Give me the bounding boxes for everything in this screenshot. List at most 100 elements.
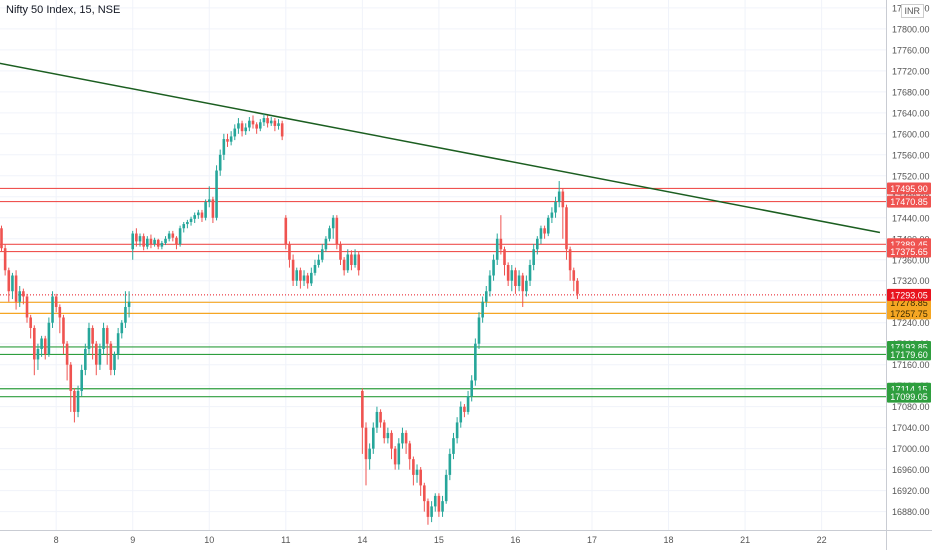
y-tick-label: 16880.00: [892, 507, 930, 517]
candle-body-29: [105, 327, 109, 344]
currency-badge[interactable]: INR: [900, 4, 924, 18]
level-label-17179.60: 17179.60: [890, 350, 928, 360]
symbol-title: Nifty 50 Index, 15, NSE: [6, 4, 121, 16]
candle-body-66: [240, 123, 244, 132]
candle-body-114: [415, 469, 419, 475]
candle-body-27: [98, 348, 102, 365]
candle-body-73: [266, 118, 269, 124]
candle-body-22: [80, 369, 83, 391]
x-tick-label: 15: [434, 535, 444, 545]
candle-body-0: [0, 228, 3, 249]
candle-body-56: [204, 202, 207, 218]
candle-body-75: [273, 120, 277, 126]
candle-body-72: [262, 118, 266, 123]
candle-body-143: [521, 275, 525, 292]
candle-body-130: [474, 343, 477, 381]
candle-body-137: [499, 238, 503, 250]
candle-body-77: [280, 123, 284, 137]
candle-body-90: [328, 228, 331, 239]
candle-body-44: [160, 242, 164, 247]
y-tick-label: 17680.00: [892, 87, 930, 97]
candle-body-135: [492, 259, 495, 276]
candle-body-7: [25, 296, 29, 318]
candle-body-21: [76, 390, 80, 412]
candle-body-32: [116, 333, 120, 355]
candle-body-16: [58, 306, 62, 318]
level-label-17278.85: 17278.85: [890, 298, 928, 308]
candle-body-62: [226, 139, 229, 142]
candle-body-45: [164, 238, 167, 243]
x-tick-label: 18: [664, 535, 674, 545]
candle-body-78: [284, 217, 288, 245]
candle-body-15: [54, 296, 58, 307]
candle-body-54: [197, 212, 200, 216]
level-label-17495.90-bg: [887, 182, 931, 195]
y-tick-label: 17640.00: [892, 108, 930, 118]
candle-body-126: [459, 406, 463, 423]
candle-body-38: [138, 236, 142, 242]
y-tick-label: 17760.00: [892, 45, 930, 55]
candle-body-101: [368, 448, 371, 460]
candle-body-82: [299, 270, 302, 281]
candle-body-127: [463, 406, 466, 412]
candle-body-30: [109, 343, 113, 370]
candle-body-134: [488, 275, 492, 292]
candle-body-99: [361, 390, 364, 428]
candle-body-129: [470, 380, 474, 397]
candle-body-151: [550, 212, 554, 218]
candle-body-57: [207, 199, 211, 203]
candle-body-96: [350, 254, 353, 265]
candle-body-28: [102, 327, 105, 349]
candle-body-25: [91, 327, 94, 344]
level-label-17257.75: 17257.75: [890, 309, 928, 319]
level-label-17375.65-bg: [887, 245, 931, 258]
candle-body-102: [371, 427, 375, 449]
candle-body-67: [244, 127, 248, 132]
candle-body-98: [357, 254, 361, 271]
y-tick-label: 17080.00: [892, 402, 930, 412]
level-label-17470.85: 17470.85: [890, 197, 928, 207]
candle-body-116: [423, 485, 426, 502]
candle-body-50: [182, 224, 186, 229]
y-tick-label: 17040.00: [892, 423, 930, 433]
candle-body-150: [546, 217, 550, 234]
candle-body-145: [528, 265, 532, 281]
candle-body-19: [69, 364, 73, 391]
candle-body-154: [561, 191, 565, 208]
level-label-17099.05-bg: [887, 390, 931, 403]
candle-body-136: [495, 238, 499, 260]
candle-body-158: [576, 280, 579, 294]
candle-body-153: [557, 191, 561, 203]
candle-body-103: [375, 411, 379, 428]
candle-body-107: [390, 432, 393, 449]
candle-body-58: [211, 199, 215, 218]
candle-body-4: [14, 275, 18, 302]
candle-body-89: [324, 238, 328, 250]
candle-body-104: [379, 411, 382, 423]
y-tick-label: 17520.00: [892, 171, 930, 181]
candle-body-95: [346, 254, 350, 271]
candle-body-74: [269, 120, 273, 124]
candle-body-60: [218, 154, 222, 171]
candle-body-12: [43, 338, 47, 355]
candle-body-65: [237, 123, 240, 129]
y-tick-label: 17320.00: [892, 276, 930, 286]
current-price-label: 17293.05: [890, 290, 928, 300]
candle-body-88: [320, 249, 324, 260]
level-label-17114.15: 17114.15: [891, 384, 928, 394]
y-tick-label: 17800.00: [892, 24, 930, 34]
y-tick-label: 17720.00: [892, 66, 930, 76]
candle-body-144: [525, 280, 528, 292]
candle-body-149: [543, 228, 546, 234]
candle-body-14: [51, 296, 54, 323]
candle-body-5: [18, 291, 22, 302]
candle-body-49: [178, 228, 182, 245]
candle-body-94: [342, 259, 346, 271]
candle-body-97: [353, 254, 357, 265]
candle-body-120: [437, 495, 441, 512]
candle-body-47: [171, 233, 175, 238]
candle-body-20: [73, 390, 76, 412]
candle-body-118: [430, 506, 433, 517]
y-tick-label: 17240.00: [892, 318, 930, 328]
